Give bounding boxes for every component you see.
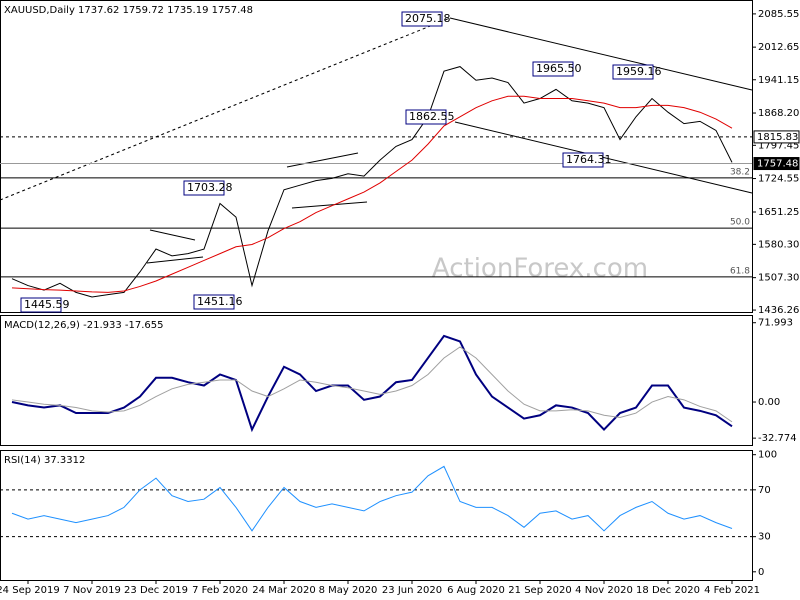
annotation: 1451.16 <box>197 295 243 308</box>
price-box-label: 1815.83 <box>757 132 798 143</box>
price-box <box>753 130 800 144</box>
panel-frame <box>0 315 753 446</box>
y-tick-label: 0.00 <box>758 397 780 408</box>
flag-line <box>149 229 196 241</box>
y-tick-label: 1724.55 <box>758 174 799 185</box>
panel-title: RSI(14) 37.3312 <box>4 455 85 466</box>
y-tick-label: -32.774 <box>758 433 797 444</box>
fib-label: 38.2 <box>730 167 750 177</box>
y-tick-label: 1580.30 <box>758 239 799 250</box>
fib-label: 61.8 <box>730 266 750 276</box>
series-line <box>11 465 733 532</box>
y-tick-label: 1651.25 <box>758 207 799 218</box>
y-tick-label: 2012.65 <box>758 42 799 53</box>
x-tick-label: 7 Feb 2020 <box>192 585 248 596</box>
annotation-box <box>193 294 235 310</box>
annotation: 1764.31 <box>566 153 612 166</box>
y-tick-label: 30 <box>758 532 771 543</box>
y-tick-label: 1941.15 <box>758 75 799 86</box>
annotation-box <box>532 61 574 77</box>
annotation: 1965.50 <box>536 62 582 75</box>
y-tick-label: 1797.45 <box>758 140 799 151</box>
annotation-box <box>20 297 62 313</box>
x-tick-label: 23 Dec 2019 <box>124 585 188 596</box>
x-tick-label: 8 May 2020 <box>319 585 378 596</box>
y-tick-label: 1868.20 <box>758 108 799 119</box>
series-line <box>11 346 733 423</box>
panel-frame <box>0 0 753 313</box>
x-tick-label: 24 Sep 2019 <box>0 585 60 596</box>
x-tick-label: 6 Aug 2020 <box>447 585 505 596</box>
fib-label: 50.0 <box>730 218 750 228</box>
annotation: 1959.16 <box>616 65 662 78</box>
annotation: 1445.59 <box>24 298 70 311</box>
flag-line <box>146 256 204 264</box>
watermark: ActionForex.com <box>432 253 648 283</box>
series-line <box>11 66 733 298</box>
annotation: 1862.55 <box>409 110 455 123</box>
y-tick-label: 0 <box>758 567 764 578</box>
panel-title: XAUUSD,Daily 1737.62 1759.72 1735.19 175… <box>4 5 253 16</box>
x-tick-label: 23 Jun 2020 <box>382 585 442 596</box>
annotation-box <box>612 64 654 80</box>
y-tick-label: 1436.26 <box>758 305 799 316</box>
x-tick-label: 7 Nov 2019 <box>63 585 121 596</box>
panel-frame <box>0 450 753 581</box>
y-tick-label: 2085.55 <box>758 9 799 20</box>
flag-line <box>286 152 359 168</box>
y-tick-label: 1507.30 <box>758 273 799 284</box>
x-tick-label: 4 Nov 2020 <box>575 585 633 596</box>
annotation-box <box>562 152 604 168</box>
y-tick-label: 71.993 <box>758 318 793 329</box>
series-line <box>11 95 733 293</box>
series-line <box>11 334 733 433</box>
annotation-box <box>401 11 443 27</box>
panel-title: MACD(12,26,9) -21.933 -17.655 <box>4 320 164 331</box>
x-tick-label: 4 Feb 2021 <box>704 585 760 596</box>
flag-line <box>291 201 368 209</box>
trend-line <box>0 17 451 201</box>
y-tick-label: 70 <box>758 485 771 496</box>
x-tick-label: 21 Sep 2020 <box>508 585 571 596</box>
price-box <box>753 157 800 171</box>
y-tick-label: 100 <box>758 450 777 461</box>
x-tick-label: 24 Mar 2020 <box>252 585 315 596</box>
channel-line <box>449 17 753 91</box>
annotation: 1703.28 <box>187 181 233 194</box>
annotation-box <box>183 180 225 196</box>
annotation-box <box>405 109 447 125</box>
annotation: 2075.18 <box>405 12 451 25</box>
price-box-label: 1757.48 <box>757 159 798 170</box>
x-tick-label: 18 Dec 2020 <box>636 585 700 596</box>
